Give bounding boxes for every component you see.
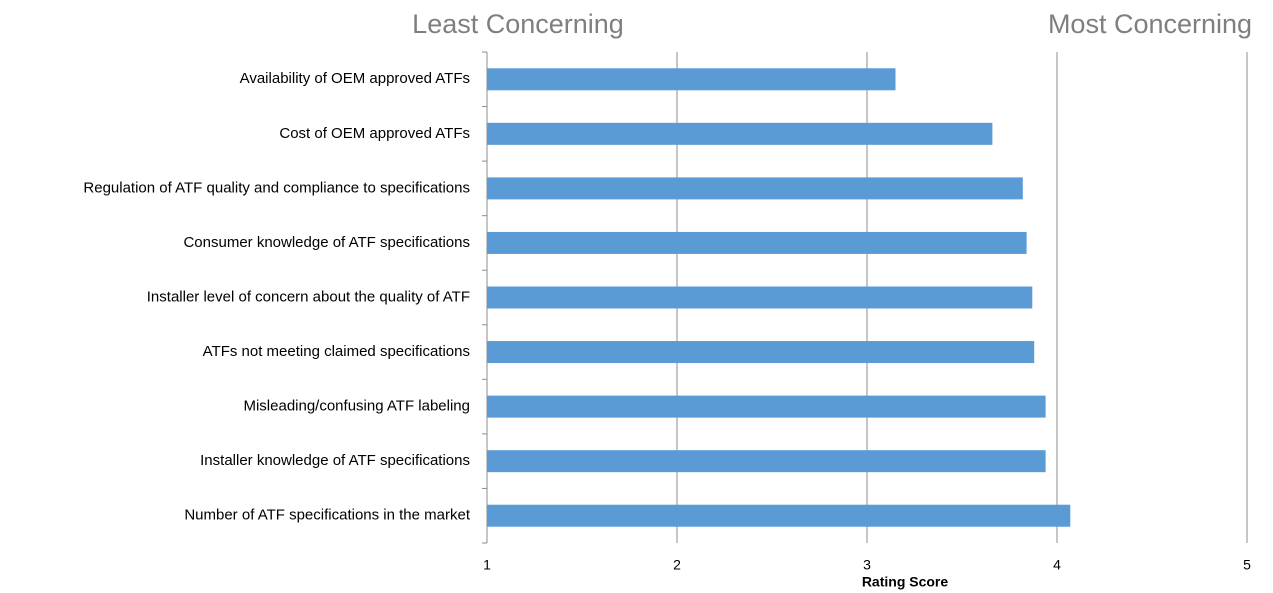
bar [487,286,1033,309]
y-tick-label: Misleading/confusing ATF labeling [243,398,470,415]
bar [487,450,1046,473]
bar [487,341,1035,364]
y-tick-label: Installer level of concern about the qua… [147,288,470,305]
annotation: Least Concerning [412,9,624,39]
annotation: Most Concerning [1048,9,1252,39]
y-tick-label: Regulation of ATF quality and compliance… [83,179,470,196]
y-tick-label: Number of ATF specifications in the mark… [184,507,470,524]
x-tick-label: 3 [863,557,871,573]
bar [487,177,1023,200]
y-tick-label: Installer knowledge of ATF specification… [200,452,470,469]
y-tick-label: ATFs not meeting claimed specifications [203,343,470,360]
y-tick-label: Availability of OEM approved ATFs [240,70,470,87]
y-tick-label: Cost of OEM approved ATFs [279,125,470,142]
x-tick-label: 4 [1053,557,1061,573]
x-tick-label: 5 [1243,557,1251,573]
x-axis-title: Rating Score [862,574,949,590]
bar [487,68,896,91]
x-tick-label: 1 [483,557,491,573]
bar [487,231,1027,254]
bar [487,504,1071,527]
bar [487,395,1046,418]
y-tick-label: Consumer knowledge of ATF specifications [183,234,470,251]
x-tick-label: 2 [673,557,681,573]
bar [487,122,993,145]
